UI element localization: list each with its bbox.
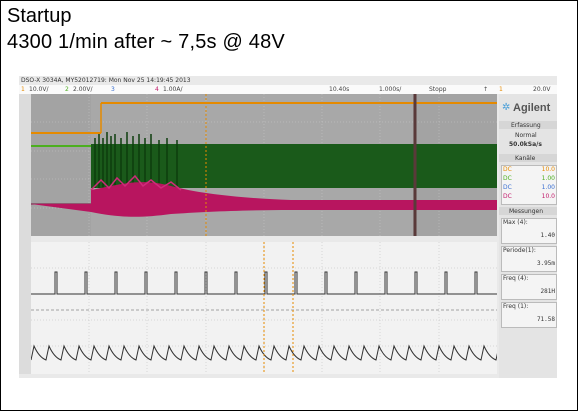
channel-2-label: 2 <box>65 86 69 93</box>
measurement-2-value: 3.95m <box>536 260 555 267</box>
channel-1-scale: 10.0V/ <box>29 86 49 93</box>
caption-title: Startup <box>7 5 72 27</box>
ch4-value: 10.0 <box>541 193 555 200</box>
zoomed-ch4-trace <box>30 344 512 361</box>
run-state: Stopp <box>429 86 447 93</box>
overview-ch2-bursts <box>94 132 178 188</box>
measurement-3-label: Freq (4): <box>503 275 529 282</box>
channel-2-scale: 2.00V/ <box>73 86 93 93</box>
channel-settings-row: 1 10.0V/ 2 2.00V/ 3 4 1.00A/ 10.40s 1.00… <box>19 85 557 94</box>
acquisition-header[interactable]: Erfassung <box>511 122 541 129</box>
measurement-box-4 <box>501 302 557 328</box>
agilent-spark-icon: ✲ <box>502 102 511 113</box>
trigger-symbol: ↑ <box>483 86 489 93</box>
ch4-coupling: DC <box>503 193 512 200</box>
zoomed-trace-svg <box>30 242 512 374</box>
overview-ch4-spikes <box>90 174 182 191</box>
zoom-overview-panel <box>31 94 497 236</box>
ch2-value: 1.00 <box>541 175 555 182</box>
measurement-4-label: Freq (1): <box>503 303 529 310</box>
trigger-level: 20.0V <box>533 86 551 93</box>
ch3-coupling: DC <box>503 184 512 191</box>
overview-ch4-envelope <box>31 182 497 217</box>
measurement-box-1 <box>501 218 557 244</box>
oscilloscope-screenshot: DSO-X 3034A, MY52012719: Mon Nov 25 14:1… <box>19 76 557 378</box>
measurement-4-value: 71.58 <box>536 316 555 323</box>
acquisition-mode: Normal <box>515 132 537 139</box>
timebase-scale: 1.000s/ <box>379 86 402 93</box>
left-marker-column <box>19 94 31 374</box>
measurement-box-3 <box>501 274 557 300</box>
measurement-2-label: Periode(1): <box>503 247 536 254</box>
sample-rate: 50.0kSa/s <box>509 141 542 148</box>
ch2-coupling: DC <box>503 175 512 182</box>
timebase-offset: 10.40s <box>329 86 350 93</box>
ch1-coupling: DC <box>503 166 512 173</box>
caption-subtitle: 4300 1/min after ~ 7,5s @ 48V <box>7 31 285 53</box>
scope-header: DSO-X 3034A, MY52012719: Mon Nov 25 14:1… <box>19 76 557 86</box>
channel-4-label: 4 <box>155 86 159 93</box>
overview-trace-svg <box>31 94 497 236</box>
measurements-header[interactable]: Messungen <box>509 208 544 215</box>
scope-header-text: DSO-X 3034A, MY52012719: Mon Nov 25 14:1… <box>21 77 191 84</box>
measurement-box-2 <box>501 246 557 272</box>
measurement-1-label: Max (4): <box>503 219 528 226</box>
channel-1-label: 1 <box>21 86 25 93</box>
brand-logo: Agilent <box>513 102 551 114</box>
channel-values-box <box>501 165 557 205</box>
measurement-1-value: 1.40 <box>540 232 555 239</box>
measurement-3-value: 281H <box>540 288 555 295</box>
zoomed-ch1-trace <box>31 271 508 295</box>
channels-header[interactable]: Kanäle <box>515 155 536 162</box>
channel-4-scale: 1.00A/ <box>163 86 183 93</box>
side-panel: ✲ Agilent Erfassung Normal 50.0kSa/s Kan… <box>499 94 557 378</box>
trigger-channel: 1 <box>499 86 503 93</box>
zoomed-main-panel <box>30 242 512 374</box>
ch1-value: 10.0 <box>541 166 555 173</box>
ch3-value: 1.00 <box>541 184 555 191</box>
channel-3-label: 3 <box>111 86 115 93</box>
